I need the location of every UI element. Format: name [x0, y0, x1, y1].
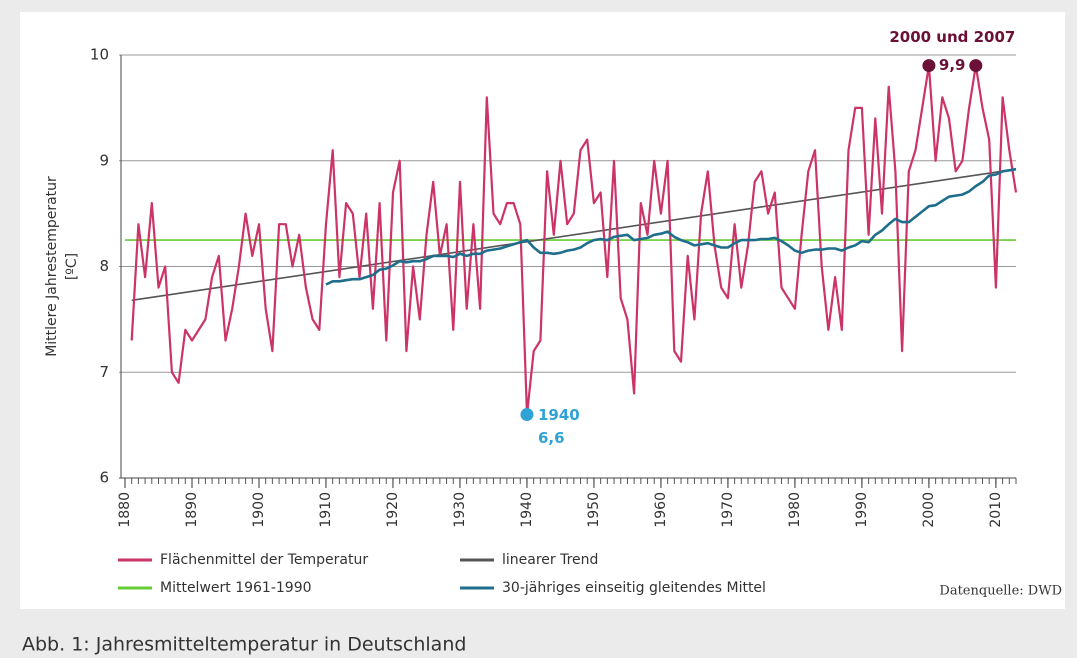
x-tick-label: 1970	[720, 492, 736, 528]
value-label: 6,6	[538, 429, 565, 447]
highlight-point	[922, 59, 936, 73]
y-tick-label: 7	[99, 363, 109, 381]
x-tick-label: 1990	[854, 492, 870, 528]
legend-label: 30-jähriges einseitig gleitendes Mittel	[502, 580, 766, 596]
y-tick-label: 8	[99, 257, 109, 275]
x-tick-label: 1900	[251, 492, 267, 528]
legend-label: Mittelwert 1961-1990	[160, 580, 312, 596]
y-tick-label: 10	[90, 46, 109, 64]
x-tick-label: 2000	[921, 492, 937, 528]
series-line	[131, 168, 1017, 302]
y-axis-label: Mittlere Jahrestemperatur	[44, 176, 60, 357]
x-tick-label: 1890	[184, 492, 200, 528]
series-line	[130, 64, 1018, 416]
x-tick-label: 2010	[988, 492, 1004, 528]
x-tick-label: 1960	[653, 492, 669, 528]
caption: Abb. 1: Jahresmitteltemperatur in Deutsc…	[22, 634, 466, 656]
highlight-point	[520, 408, 534, 422]
x-tick-label: 1950	[586, 492, 602, 528]
x-tick-label: 1930	[452, 492, 468, 528]
y-tick-label: 6	[99, 469, 109, 487]
value-label: 9,9	[939, 56, 966, 74]
y-tick-label: 9	[99, 151, 109, 169]
x-tick-label: 1940	[519, 492, 535, 528]
annotation: 1940	[538, 406, 580, 424]
legend-label: linearer Trend	[502, 552, 598, 568]
highlight-point	[969, 59, 983, 73]
annotation: 2000 und 2007	[889, 28, 1015, 46]
x-tick-label: 1980	[787, 492, 803, 528]
x-tick-label: 1910	[318, 492, 334, 528]
legend-label: Flächenmittel der Temperatur	[160, 552, 368, 568]
y-axis-label: [ºC]	[64, 253, 80, 280]
y-axis-label: Mittlere Jahrestemperatur [ºC]	[44, 176, 80, 357]
source: Datenquelle: DWD	[939, 584, 1062, 599]
x-tick-label: 1880	[117, 492, 133, 528]
x-tick-label: 1920	[385, 492, 401, 528]
series-line	[325, 167, 1017, 286]
